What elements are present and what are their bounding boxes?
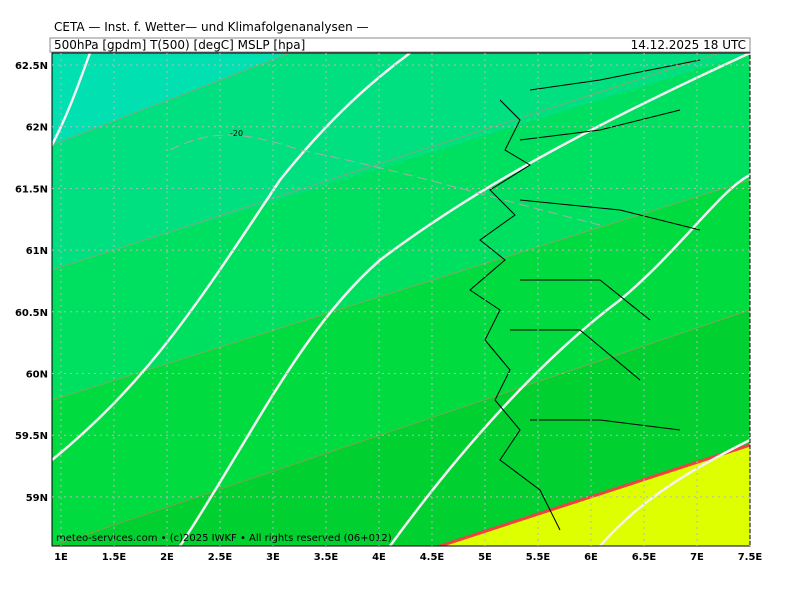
y-tick-label: 59N xyxy=(26,493,48,504)
valid-time: 14.12.2025 18 UTC xyxy=(631,38,746,52)
y-tick-label: 59.5N xyxy=(15,431,48,442)
x-tick-label: 4.5E xyxy=(420,552,445,563)
x-tick-label: 6.5E xyxy=(632,552,657,563)
contour-label: -20 xyxy=(230,129,243,138)
y-tick-label: 61N xyxy=(26,246,48,257)
params: 500hPa [gpdm] T(500) [degC] MSLP [hpa] xyxy=(54,38,305,52)
y-tick-label: 62N xyxy=(26,123,48,134)
footer: meteo-services.com • (c)2025 IWKF • All … xyxy=(56,533,392,544)
x-tick-label: 7E xyxy=(690,552,704,563)
map-area xyxy=(52,53,750,546)
x-tick-label: 4E xyxy=(372,552,386,563)
x-tick-label: 7.5E xyxy=(738,552,763,563)
x-tick-label: 3.5E xyxy=(314,552,339,563)
y-tick-label: 61.5N xyxy=(15,184,48,195)
x-tick-label: 5.5E xyxy=(526,552,551,563)
header-box xyxy=(49,37,751,53)
x-tick-label: 2E xyxy=(160,552,174,563)
x-tick-label: 3E xyxy=(266,552,280,563)
y-tick-label: 60.5N xyxy=(15,308,48,319)
x-tick-label: 6E xyxy=(584,552,598,563)
x-tick-label: 1.5E xyxy=(102,552,127,563)
title: CETA — Inst. f. Wetter— und Klimafolgena… xyxy=(54,20,369,34)
y-tick-label: 62.5N xyxy=(15,61,48,72)
y-tick-label: 60N xyxy=(26,370,48,381)
x-tick-label: 2.5E xyxy=(208,552,233,563)
x-tick-label: 1E xyxy=(54,552,68,563)
x-tick-label: 5E xyxy=(478,552,492,563)
